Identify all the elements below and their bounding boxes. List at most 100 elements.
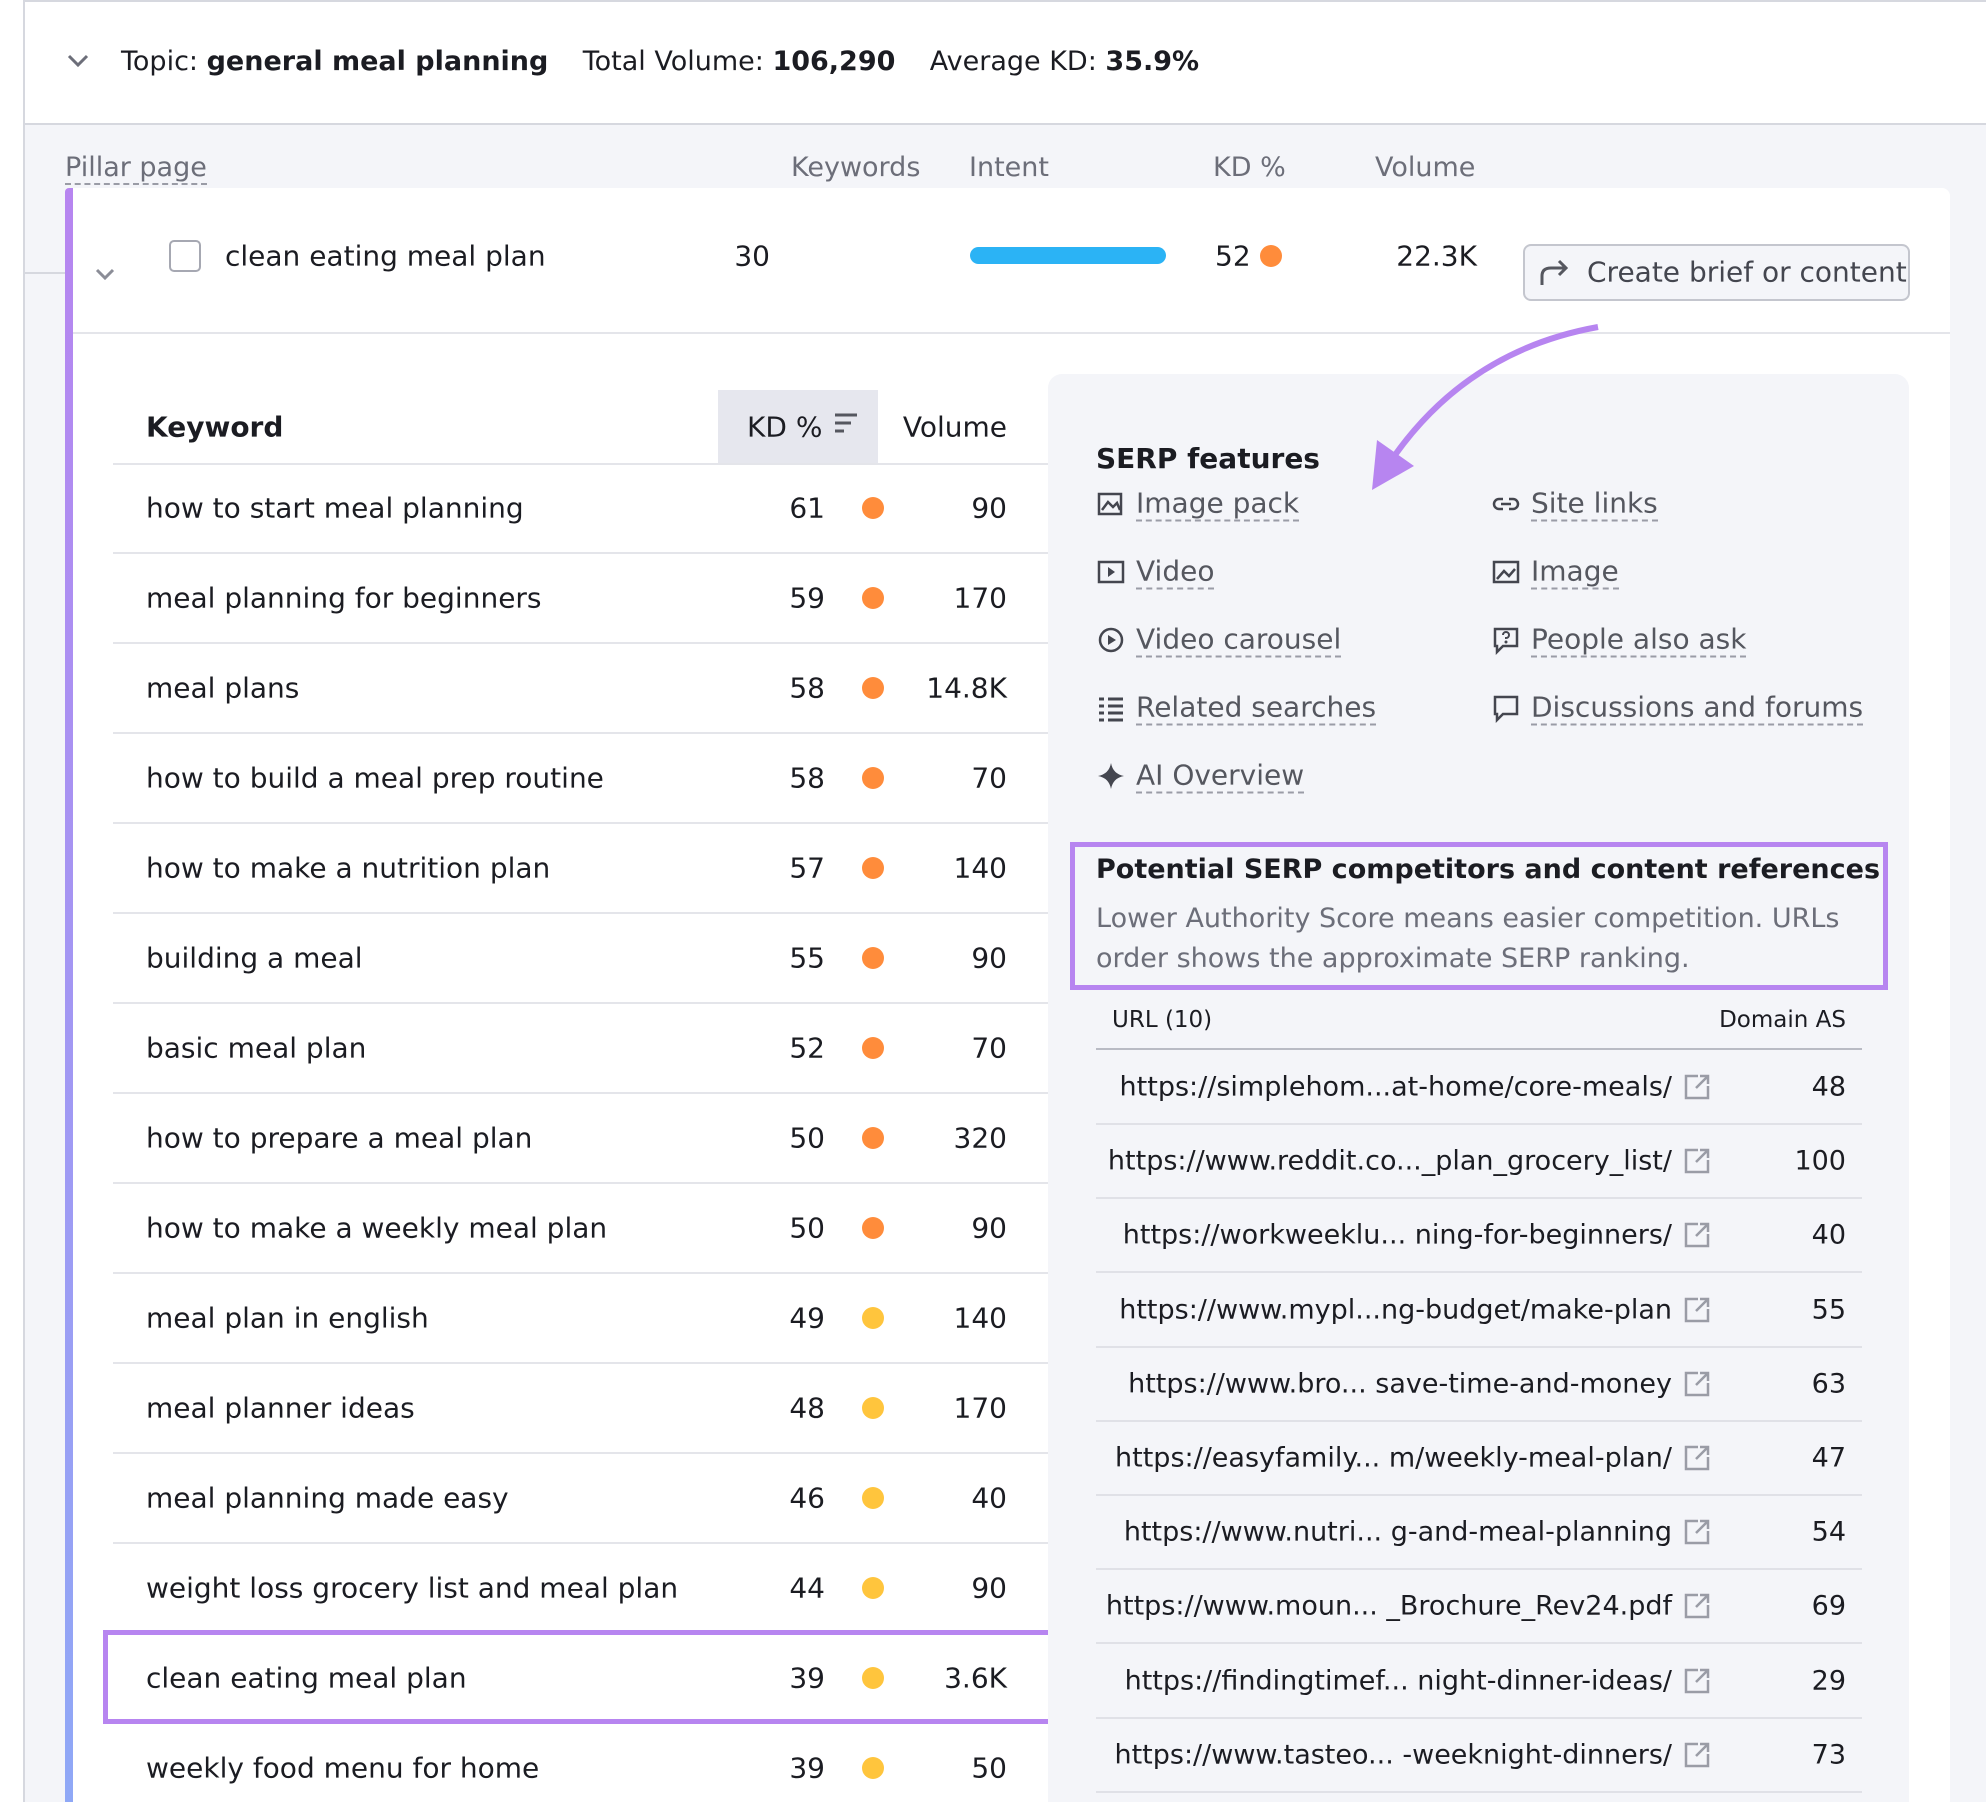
volume-header: Volume xyxy=(1375,152,1476,183)
url[interactable]: https://www.tasteo... -weeknight-dinners… xyxy=(1114,1739,1672,1771)
serp-panel: SERP features Image pack Site links Video I… xyxy=(1048,374,1909,1802)
total-volume: 106,290 xyxy=(772,46,896,77)
create-button[interactable]: Create brief or content xyxy=(1523,244,1910,301)
volume: 70 xyxy=(971,1031,1007,1065)
url[interactable]: https://www.moun... _Brochure_Rev24.pdf xyxy=(1105,1590,1672,1622)
pillar-header[interactable]: Pillar page xyxy=(65,152,207,185)
feature-icon-glyph xyxy=(1493,627,1519,656)
url[interactable]: https://www.mypl...ng-budget/make-plan xyxy=(1119,1294,1672,1326)
external-link-icon xyxy=(1682,1517,1712,1551)
url[interactable]: https://workweeklu... ning-for-beginners… xyxy=(1122,1219,1672,1251)
feature-icon xyxy=(1491,693,1521,727)
external-link-icon xyxy=(1682,1072,1712,1106)
volume: 90 xyxy=(971,1211,1007,1245)
serp-feature[interactable]: Image xyxy=(1531,554,1619,590)
keyword-row: how to start meal planning 61 90 xyxy=(113,463,1049,554)
keyword-row: meal planner ideas 48 170 xyxy=(113,1363,1049,1454)
volume: 320 xyxy=(953,1121,1007,1155)
feature-icon-glyph xyxy=(1098,627,1124,653)
kd-value: 50 xyxy=(789,1121,825,1155)
external-link-icon xyxy=(1682,1369,1712,1403)
serp-feature[interactable]: People also ask xyxy=(1531,622,1747,658)
table-header: Keyword KD % Volume xyxy=(113,390,1049,465)
domain-as: 100 xyxy=(1794,1145,1846,1177)
competitor-row: https://easyfamily... m/weekly-meal-plan… xyxy=(1096,1421,1862,1496)
pillar-volume: 22.3K xyxy=(1396,239,1477,273)
pillar-accent xyxy=(65,188,73,1802)
volume: 50 xyxy=(971,1751,1007,1785)
keyword: weight loss grocery list and meal plan xyxy=(146,1571,679,1605)
kd-dot xyxy=(862,1037,884,1059)
keyword-row: weight loss grocery list and meal plan 44… xyxy=(113,1543,1049,1634)
url[interactable]: https://www.nutri... g-and-meal-planning xyxy=(1123,1516,1672,1548)
header-cell: KD % xyxy=(747,410,823,444)
external-link-icon xyxy=(1682,1740,1712,1774)
competitor-row: https://findingtimef... night-dinner-ide… xyxy=(1096,1644,1862,1719)
intent-header: Intent xyxy=(969,152,1049,183)
kd-value: 44 xyxy=(789,1571,825,1605)
kd-value: 39 xyxy=(789,1661,825,1695)
keyword: building a meal xyxy=(146,941,363,975)
serp-feature[interactable]: Image pack xyxy=(1136,486,1300,522)
serp-title: SERP features xyxy=(1096,442,1320,475)
feature-icon xyxy=(1096,761,1126,795)
keyword: meal planning made easy xyxy=(146,1481,509,1515)
expand-icon[interactable] xyxy=(95,268,115,280)
serp-feature[interactable]: AI Overview xyxy=(1136,758,1305,794)
kd-dot xyxy=(862,497,884,519)
highlight-box xyxy=(1070,842,1888,990)
keyword-row: weekly food menu for home 39 50 xyxy=(113,1723,1049,1802)
serp-feature[interactable]: Related searches xyxy=(1136,690,1377,726)
competitor-row: https://www.moun... _Brochure_Rev24.pdf 6… xyxy=(1096,1569,1862,1645)
keyword-row: how to prepare a meal plan 50 320 xyxy=(113,1093,1049,1184)
kd-dot xyxy=(862,947,884,969)
kd-value: 58 xyxy=(789,761,825,795)
serp-feature[interactable]: Site links xyxy=(1531,486,1658,522)
topic-card: Topic: general meal planning Total Volum… xyxy=(23,0,1986,1802)
serp-feature[interactable]: Video xyxy=(1136,554,1215,590)
kd-dot xyxy=(862,677,884,699)
external-link-icon-glyph xyxy=(1684,1594,1710,1619)
url[interactable]: https://easyfamily... m/weekly-meal-plan… xyxy=(1115,1442,1672,1474)
feature-icon xyxy=(1096,489,1126,523)
url[interactable]: https://www.bro... save-time-and-money xyxy=(1128,1368,1672,1400)
collapse-icon[interactable] xyxy=(67,54,89,68)
feature-icon xyxy=(1491,625,1521,659)
pillar-panel: clean eating meal plan 30 52 22.3K Creat… xyxy=(65,188,1950,1802)
average-kd: 35.9% xyxy=(1105,46,1200,77)
keyword: weekly food menu for home xyxy=(146,1751,540,1785)
kd-header: KD % xyxy=(1213,152,1286,183)
keyword-row: basic meal plan 52 70 xyxy=(113,1003,1049,1094)
serp-feature[interactable]: Discussions and forums xyxy=(1531,690,1864,726)
kd-value: 49 xyxy=(789,1301,825,1335)
kd-dot xyxy=(862,1307,884,1329)
url[interactable]: https://www.reddit.co..._plan_grocery_li… xyxy=(1107,1145,1672,1177)
highlight-box xyxy=(103,1630,1055,1724)
header-cell: Keyword xyxy=(146,410,284,444)
domain-as: 54 xyxy=(1811,1516,1846,1548)
keyword: how to make a weekly meal plan xyxy=(146,1211,608,1245)
competitor-row: https://workweeklu... ning-for-beginners… xyxy=(1096,1198,1862,1274)
url[interactable]: https://findingtimef... night-dinner-ide… xyxy=(1124,1665,1672,1697)
volume: 140 xyxy=(953,1301,1007,1335)
kd-value: 39 xyxy=(789,1751,825,1785)
competitor-row: https://www.tasteo... -weeknight-dinners… xyxy=(1096,1718,1862,1793)
kd-dot xyxy=(862,767,884,789)
kd-sort-header[interactable]: KD % xyxy=(718,390,878,463)
serp-feature[interactable]: Video carousel xyxy=(1136,622,1342,658)
domain-as: 69 xyxy=(1811,1590,1846,1622)
external-link-icon-glyph xyxy=(1684,1223,1710,1248)
keyword-row: how to make a weekly meal plan 50 90 xyxy=(113,1183,1049,1274)
url[interactable]: https://simplehom...at-home/core-meals/ xyxy=(1119,1071,1672,1103)
button-label: Create brief or content xyxy=(1587,255,1907,289)
kd-value: 48 xyxy=(789,1391,825,1425)
label: Total Volume: xyxy=(582,46,764,77)
domain-as: 48 xyxy=(1811,1071,1846,1103)
kd-value: 50 xyxy=(789,1211,825,1245)
feature-icon-glyph xyxy=(1098,763,1124,789)
competitors-title: Potential SERP competitors and content r… xyxy=(1096,854,1881,885)
keyword-row: meal planning made easy 46 40 xyxy=(113,1453,1049,1544)
volume: 140 xyxy=(953,851,1007,885)
checkbox[interactable] xyxy=(169,240,201,272)
